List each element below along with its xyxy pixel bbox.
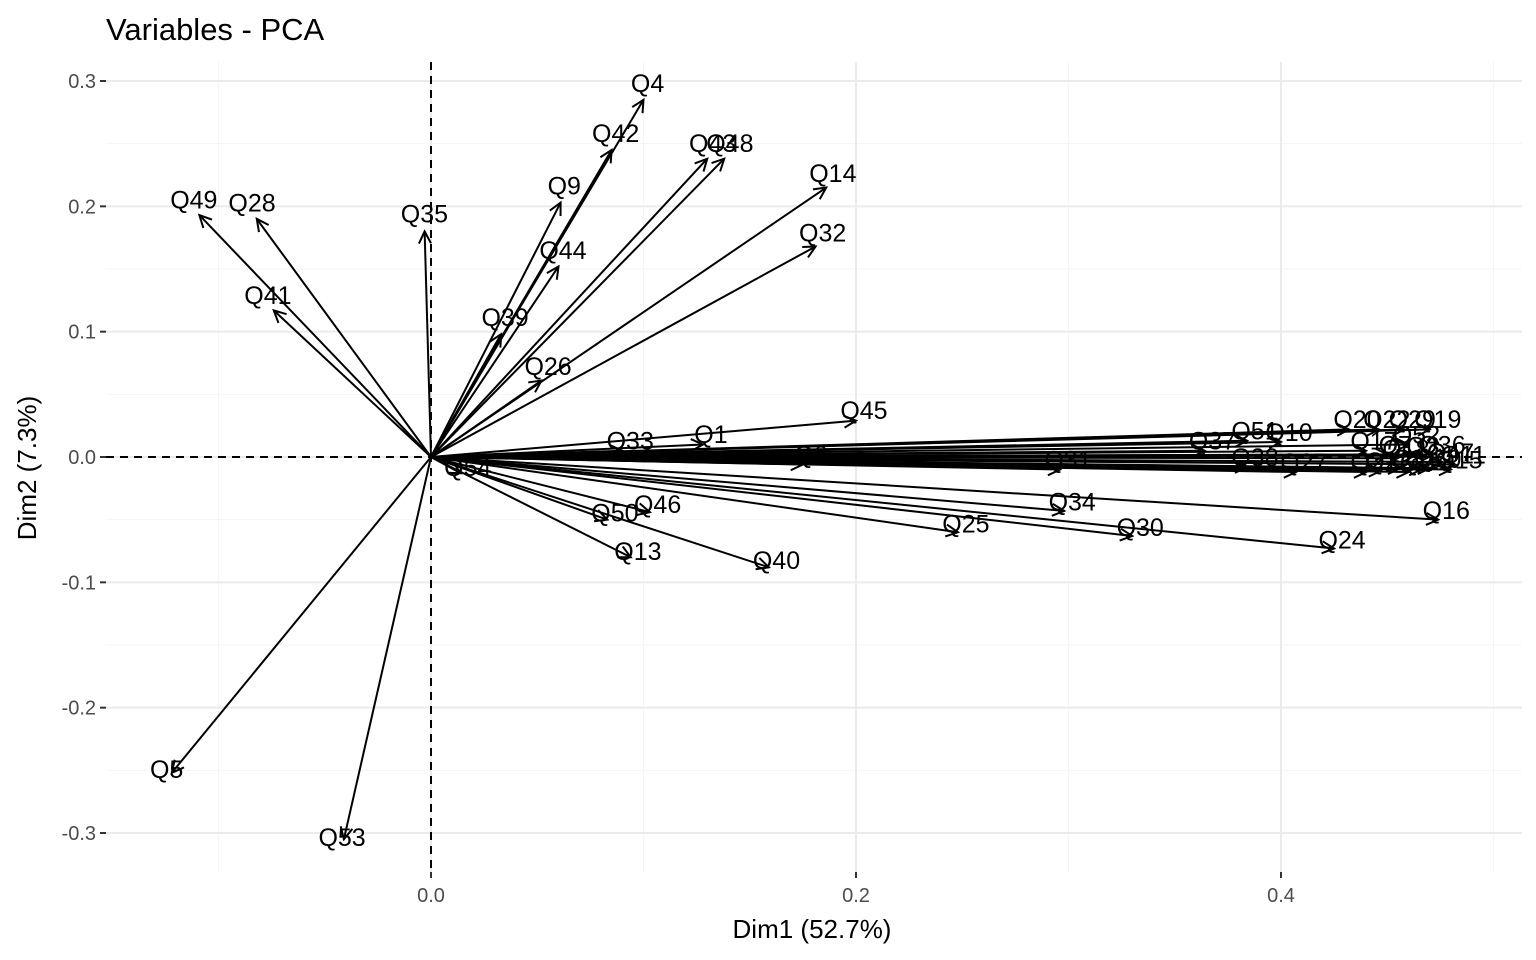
label-q26: Q26 (524, 353, 571, 381)
label-q23: Q23 (1365, 448, 1412, 476)
arrow-q48 (430, 159, 724, 458)
label-q38: Q38 (1231, 444, 1278, 472)
label-q42: Q42 (592, 120, 639, 148)
label-q50: Q50 (1414, 445, 1461, 473)
label-q51: Q51 (1231, 418, 1278, 446)
label-q25: Q25 (942, 510, 989, 538)
arrow-q13 (430, 456, 631, 557)
x-tick-label: 0.0 (417, 885, 445, 907)
label-q29: Q29 (1389, 406, 1436, 434)
arrow-q9 (430, 203, 561, 458)
label-q45: Q45 (840, 397, 887, 425)
arrow-q36 (430, 454, 1434, 457)
y-tick-label: 0.1 (68, 322, 96, 344)
label-q43: Q43 (689, 130, 736, 158)
label-q11: Q11 (1441, 442, 1486, 470)
arrow-q35 (425, 231, 432, 458)
label-q36: Q36 (1418, 431, 1465, 459)
y-tick-label: -0.1 (62, 572, 96, 594)
arrow-q28 (257, 219, 432, 458)
label-q16: Q16 (1423, 497, 1470, 525)
label-q1: Q1 (694, 421, 727, 449)
label-q44: Q44 (539, 237, 586, 265)
arrow-q26 (430, 381, 542, 458)
label-q50b: Q50 (591, 499, 638, 527)
x-axis-label: Dim1 (52.7%) (733, 914, 892, 944)
label-q7: Q7 (1379, 431, 1412, 459)
label-q13: Q13 (614, 538, 661, 566)
label-q40: Q40 (753, 547, 800, 575)
label-q54: Q54 (444, 454, 491, 482)
label-q48: Q48 (706, 130, 753, 158)
label-q27: Q27 (1280, 449, 1327, 477)
label-q39: Q39 (481, 304, 528, 332)
label-q5: Q5 (150, 756, 183, 784)
label-q20: Q20 (1333, 406, 1380, 434)
chart-title: Variables - PCA (106, 12, 325, 47)
label-q12: Q12 (1406, 447, 1453, 475)
arrow-q15 (430, 456, 1451, 470)
arrow-q39 (430, 334, 501, 458)
x-tick-label: 0.2 (842, 885, 870, 907)
arrow-q25 (430, 456, 958, 532)
label-q18: Q18 (1382, 435, 1429, 463)
arrow-q30 (430, 456, 1132, 536)
label-q19: Q19 (1414, 406, 1461, 434)
label-q37: Q37 (1189, 428, 1236, 456)
arrow-q46 (430, 456, 650, 512)
arrow-q41 (274, 310, 432, 458)
label-q41: Q41 (244, 282, 291, 310)
arrow-q31 (430, 456, 1060, 470)
label-q46: Q46 (634, 491, 681, 519)
label-q17: Q17 (1350, 428, 1397, 456)
label-q10: Q10 (1265, 419, 1312, 447)
label-q31: Q31 (1044, 447, 1091, 475)
label-q52: Q52 (1393, 421, 1440, 449)
x-tick-label: 0.4 (1267, 885, 1295, 907)
arrow-q53 (344, 456, 432, 839)
arrow-q49 (199, 215, 432, 458)
arrow-q5 (172, 456, 432, 773)
label-q35: Q35 (401, 200, 448, 228)
label-q32: Q32 (799, 220, 846, 248)
label-q47: Q47 (1427, 439, 1474, 467)
label-q21: Q21 (1350, 449, 1397, 477)
arrow-q16 (430, 456, 1438, 520)
variable-arrows (172, 100, 1456, 839)
label-q9: Q9 (548, 172, 581, 200)
arrow-q32 (430, 246, 816, 458)
label-q14: Q14 (809, 160, 856, 188)
arrow-q19 (430, 429, 1430, 458)
label-q8: Q8 (1391, 445, 1424, 473)
label-q24: Q24 (1318, 526, 1365, 554)
label-q2: Q2 (1400, 449, 1433, 477)
label-q30: Q30 (1117, 514, 1164, 542)
arrow-q24 (430, 456, 1334, 548)
label-q6: Q6 (794, 442, 827, 470)
label-q3: Q3 (1406, 433, 1439, 461)
y-tick-label: 0.0 (68, 447, 96, 469)
arrow-q45 (430, 421, 856, 458)
y-tick-label: -0.2 (62, 698, 96, 720)
arrow-q40 (430, 456, 769, 567)
label-q33: Q33 (607, 427, 654, 455)
label-q15: Q15 (1435, 447, 1482, 475)
label-q53: Q53 (318, 824, 365, 852)
label-q4: Q4 (631, 70, 664, 98)
y-tick-label: 0.2 (68, 196, 96, 218)
y-tick-label: -0.3 (62, 823, 96, 845)
arrow-q44 (430, 266, 559, 458)
y-tick-label: 0.3 (68, 71, 96, 93)
label-q34: Q34 (1049, 489, 1096, 517)
arrow-q43 (430, 159, 707, 458)
y-axis-label: Dim2 (7.3%) (12, 396, 42, 540)
label-q22: Q22 (1363, 406, 1410, 434)
axis-ticks: 0.0 0.2 0.4 -0.3 -0.2 -0.1 0.0 0.1 0.2 0.3 (62, 71, 1295, 907)
label-q49: Q49 (170, 186, 217, 214)
label-q28: Q28 (228, 189, 275, 217)
arrow-q34 (430, 456, 1064, 511)
